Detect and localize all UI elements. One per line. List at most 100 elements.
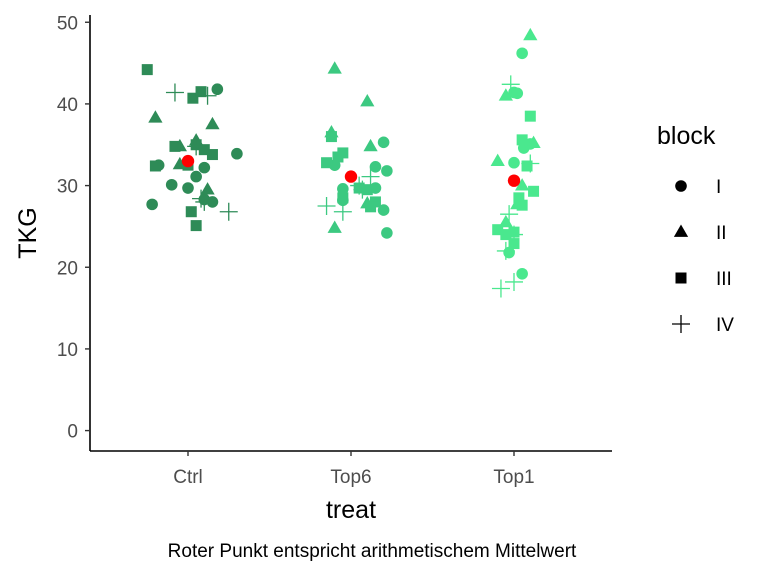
data-point xyxy=(360,93,375,107)
legend-key xyxy=(675,180,687,192)
data-point xyxy=(206,149,218,161)
x-axis-title: treat xyxy=(326,496,376,524)
data-point xyxy=(511,87,524,100)
legend-label: III xyxy=(716,269,732,290)
mean-point xyxy=(344,170,358,183)
legend-title: block xyxy=(657,122,716,150)
data-point xyxy=(192,189,211,208)
data-point xyxy=(498,214,513,228)
data-point xyxy=(165,83,184,102)
y-tick-label: 40 xyxy=(57,95,78,116)
data-point xyxy=(505,272,523,291)
data-point xyxy=(205,116,220,130)
data-point xyxy=(185,206,197,218)
data-point xyxy=(198,161,211,174)
data-point xyxy=(501,75,520,94)
caption: Roter Punkt entspricht arithmetischem Mi… xyxy=(168,541,577,562)
data-point xyxy=(513,192,525,204)
legend-key xyxy=(673,224,689,237)
data-point xyxy=(219,202,238,221)
data-point xyxy=(361,167,380,186)
axes-layer: 0 10 20 30 40 50 Ctrl Top6 Top1 xyxy=(57,13,612,488)
data-point xyxy=(521,154,540,173)
data-point xyxy=(353,180,372,199)
data-point xyxy=(491,279,510,298)
data-point xyxy=(195,192,214,211)
data-point xyxy=(327,61,342,74)
data-point xyxy=(198,144,210,156)
data-point xyxy=(500,205,519,224)
legend-key xyxy=(672,315,690,333)
legend-entry: IV xyxy=(672,315,734,336)
data-point xyxy=(524,110,536,122)
mean-point xyxy=(181,154,195,168)
data-point xyxy=(190,220,202,232)
data-point xyxy=(169,140,181,152)
data-point xyxy=(492,224,504,236)
data-point xyxy=(508,156,520,169)
legend-key xyxy=(675,272,687,284)
data-point xyxy=(211,83,224,96)
y-tick-label: 50 xyxy=(57,13,78,34)
data-point xyxy=(146,198,158,211)
data-point xyxy=(321,157,333,169)
x-tick-label: Top1 xyxy=(493,467,534,488)
data-point xyxy=(498,88,513,101)
data-point xyxy=(381,165,393,177)
x-tick-label: Ctrl xyxy=(173,467,203,488)
data-point xyxy=(369,161,382,173)
data-point xyxy=(141,64,153,76)
data-point xyxy=(528,185,540,197)
data-point xyxy=(377,136,390,149)
x-tick-label: Top6 xyxy=(330,467,371,488)
data-point xyxy=(505,225,523,244)
data-point xyxy=(200,182,215,195)
data-point xyxy=(365,201,377,213)
data-point xyxy=(195,86,207,98)
data-point xyxy=(149,160,161,172)
legend-entry: III xyxy=(675,269,732,290)
data-point xyxy=(198,86,217,105)
data-point xyxy=(182,182,194,194)
data-point xyxy=(333,202,352,221)
legend-label: IV xyxy=(716,315,734,336)
means-layer xyxy=(181,154,521,187)
data-point xyxy=(496,241,515,260)
data-point xyxy=(526,135,541,148)
data-point xyxy=(363,138,378,152)
data-point xyxy=(332,151,344,163)
data-point xyxy=(490,153,505,166)
data-point xyxy=(516,267,528,280)
data-point xyxy=(515,178,530,191)
data-point xyxy=(231,147,243,160)
points-layer xyxy=(141,27,541,298)
y-tick-label: 30 xyxy=(57,177,78,198)
data-point xyxy=(165,178,178,191)
data-point xyxy=(381,227,393,239)
data-point xyxy=(327,220,342,233)
data-point xyxy=(190,170,202,183)
y-tick-label: 0 xyxy=(67,422,78,443)
y-tick-label: 20 xyxy=(57,258,78,279)
legend-entry: I xyxy=(675,177,721,198)
data-point xyxy=(325,131,337,143)
data-point xyxy=(148,110,163,123)
data-point xyxy=(337,183,349,195)
legend-label: II xyxy=(716,223,727,244)
data-point xyxy=(523,27,538,41)
y-tick-label: 10 xyxy=(57,340,78,361)
y-axis-title: TKG xyxy=(14,207,42,258)
data-point xyxy=(516,47,528,60)
data-point xyxy=(516,199,528,211)
legend-entry: II xyxy=(673,223,727,244)
data-point xyxy=(516,134,528,146)
data-point xyxy=(521,160,533,172)
data-point xyxy=(317,197,336,215)
mean-point xyxy=(507,174,521,187)
data-point xyxy=(187,92,199,104)
data-point xyxy=(337,192,349,204)
data-point xyxy=(350,176,369,195)
legend-label: I xyxy=(716,177,721,198)
